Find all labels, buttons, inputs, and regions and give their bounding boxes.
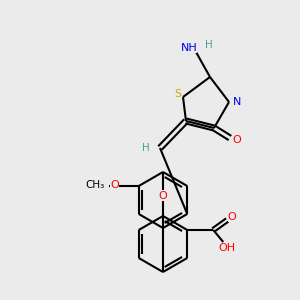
Text: H: H	[205, 40, 213, 50]
Text: O: O	[110, 180, 119, 190]
Text: NH: NH	[181, 43, 197, 53]
Text: H: H	[142, 143, 150, 153]
Text: O: O	[228, 212, 237, 222]
Text: O: O	[232, 135, 242, 145]
Text: OH: OH	[219, 243, 236, 253]
Text: CH₃: CH₃	[85, 180, 104, 190]
Text: S: S	[174, 89, 182, 99]
Text: N: N	[233, 97, 241, 107]
Text: O: O	[159, 191, 167, 201]
